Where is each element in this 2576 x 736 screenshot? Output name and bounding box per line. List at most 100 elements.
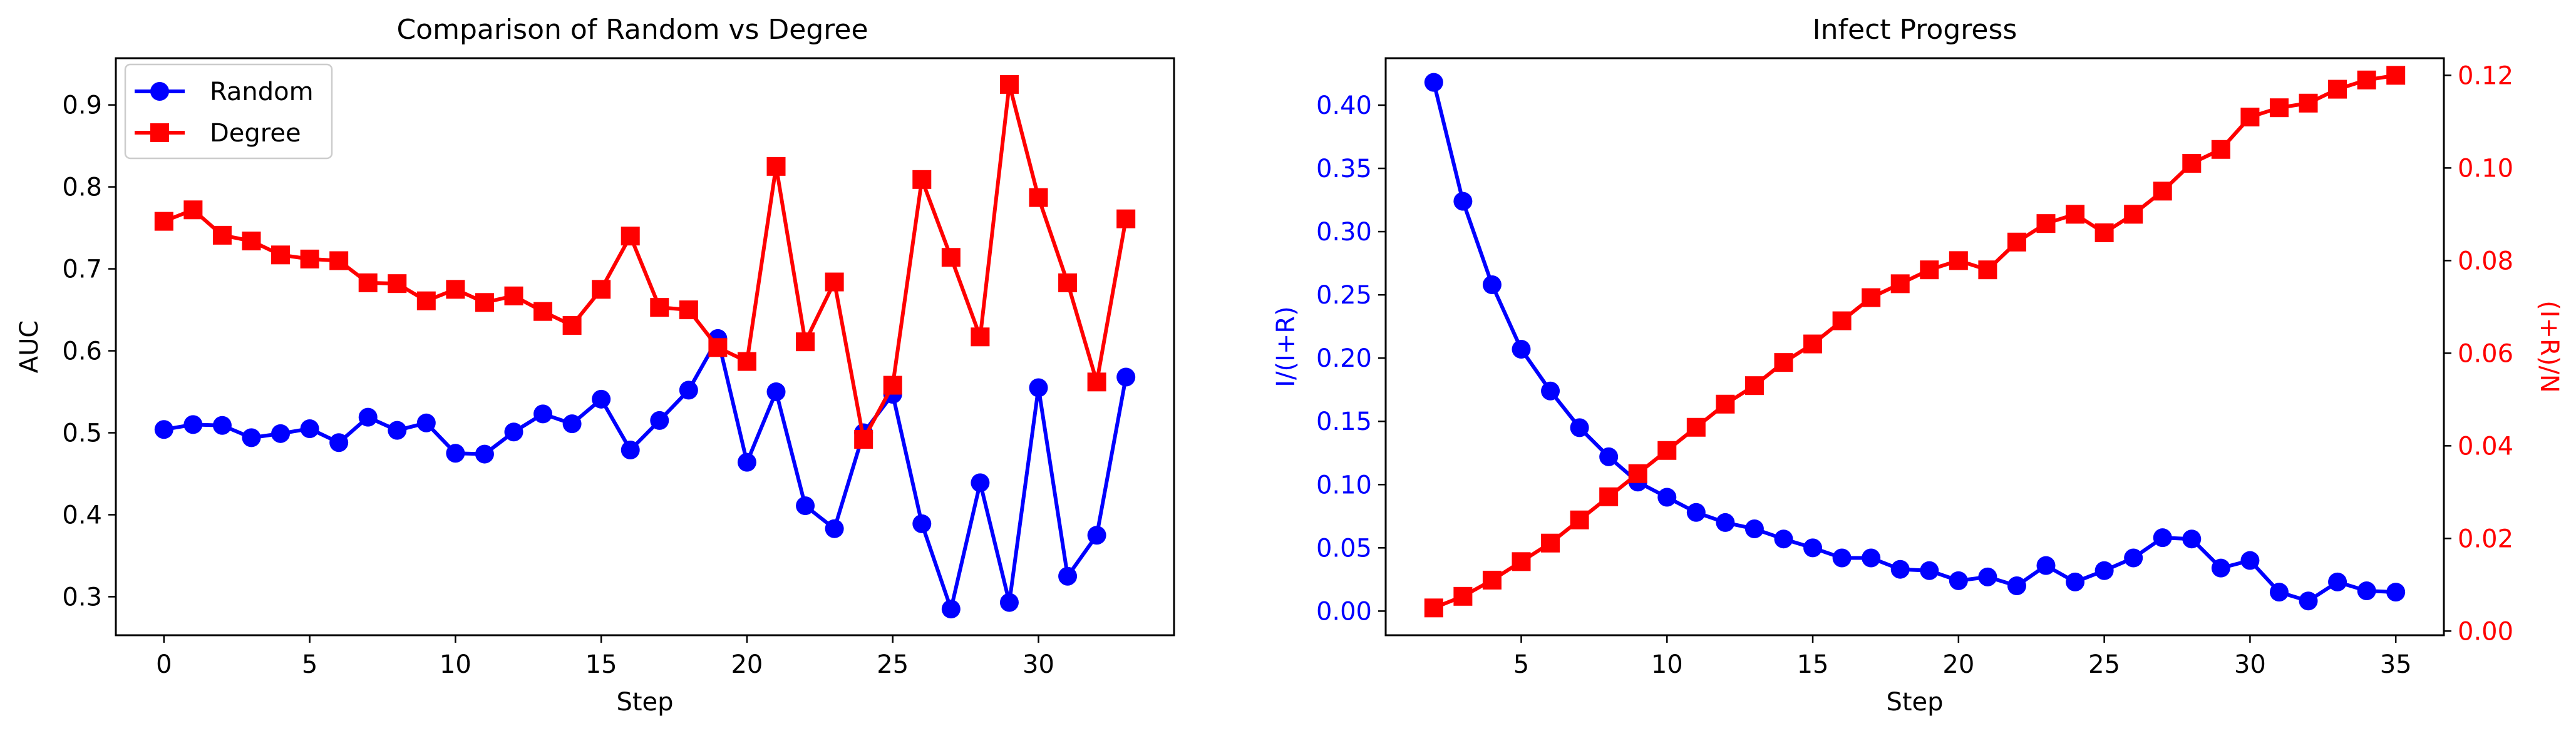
degree-point: [183, 200, 203, 220]
random-point: [679, 381, 698, 400]
infected-ratio-point: [1570, 418, 1589, 437]
y-tick-label: 0.9: [62, 91, 102, 120]
spread-point: [2269, 98, 2289, 118]
y-tick-label: 0.6: [62, 337, 102, 366]
degree-point: [1029, 188, 1048, 207]
y-right-tick-label: 0.00: [2458, 617, 2513, 646]
x-tick-label: 20: [731, 650, 763, 679]
random-point: [737, 452, 756, 472]
random-point: [999, 593, 1019, 612]
degree-point: [825, 272, 844, 292]
x-tick-label: 5: [1513, 650, 1529, 679]
spread-point: [2094, 223, 2114, 242]
infected-ratio-point: [2386, 583, 2406, 602]
legend: Random Degree: [124, 63, 333, 160]
spread-point: [2386, 66, 2406, 85]
infected-ratio-point: [1482, 275, 1502, 294]
infected-ratio-point: [2328, 572, 2347, 591]
y-left-tick-label: 0.20: [1316, 344, 1372, 373]
series-degree: [154, 74, 1136, 449]
y-right-tick-label: 0.10: [2458, 154, 2513, 183]
degree-point: [154, 212, 173, 231]
spread-point: [2357, 70, 2376, 89]
y-left-tick-label: 0.35: [1316, 155, 1372, 183]
infected-ratio-point: [1920, 561, 1939, 580]
infected-ratio-point: [1978, 567, 1997, 586]
x-axis: 0 5 10 15 20 25 30: [156, 635, 1054, 679]
degree-point: [242, 232, 261, 251]
spread-point: [2211, 140, 2230, 159]
random-point: [504, 422, 523, 442]
infected-ratio-point: [1949, 571, 1968, 590]
random-point: [1116, 367, 1136, 387]
spread-point: [2066, 205, 2085, 224]
spread-point: [1920, 260, 1939, 280]
degree-point: [708, 338, 728, 357]
y-left-tick-label: 0.05: [1316, 534, 1372, 563]
x-tick-label: 30: [1023, 650, 1054, 679]
random-point: [766, 382, 786, 402]
x-tick-label: 5: [302, 650, 317, 679]
legend-random-label: Random: [210, 78, 314, 106]
y-tick-label: 0.4: [62, 501, 102, 529]
y-left-tick-label: 0.30: [1316, 218, 1372, 247]
degree-point: [999, 74, 1019, 94]
random-point: [941, 600, 961, 619]
degree-point: [416, 291, 436, 310]
y-left-tick-label: 0.40: [1316, 91, 1372, 120]
random-point: [621, 441, 640, 460]
infected-ratio-point: [2124, 548, 2143, 568]
random-point: [388, 421, 407, 440]
infected-ratio-point: [2182, 529, 2202, 549]
degree-point: [854, 429, 873, 449]
random-point: [533, 404, 553, 424]
spread-point: [1949, 251, 1968, 270]
legend-degree-label: Degree: [210, 119, 301, 148]
spread-point: [1803, 334, 1823, 354]
degree-point: [388, 274, 407, 294]
y-tick-label: 0.5: [62, 419, 102, 448]
y-right-tick-label: 0.06: [2458, 339, 2513, 368]
degree-point: [679, 300, 698, 320]
infected-ratio-point: [2269, 583, 2289, 602]
spread-point: [2240, 107, 2260, 126]
random-point: [446, 444, 465, 463]
infected-ratio-point: [2299, 591, 2318, 611]
y-right-tick-label: 0.12: [2458, 61, 2513, 90]
degree-point: [446, 280, 465, 299]
y-right-tick-label: 0.04: [2458, 432, 2513, 461]
degree-point: [796, 332, 815, 352]
spread-point: [2007, 232, 2026, 252]
y-axis-right-label: (I+R)/N: [2535, 300, 2563, 393]
chart-title: Comparison of Random vs Degree: [396, 14, 868, 46]
spread-point: [1599, 487, 1619, 506]
spread-point: [1453, 586, 1473, 606]
y-left-tick-label: 0.10: [1316, 471, 1372, 499]
degree-point: [883, 376, 902, 395]
spread-point: [2328, 79, 2347, 99]
random-point: [475, 444, 494, 464]
degree-point: [1058, 273, 1078, 292]
random-line: [163, 336, 1128, 611]
degree-point: [533, 302, 553, 321]
spread-line: [1433, 73, 2396, 610]
series-layer: [1424, 66, 2406, 618]
series-layer: [154, 74, 1136, 619]
spread-point: [1832, 311, 1852, 330]
random-point: [825, 519, 844, 538]
degree-point: [212, 225, 232, 245]
x-axis: 5 10 15 20 25 30 35: [1513, 635, 2412, 679]
infected-ratio-point: [1744, 519, 1764, 539]
degree-point: [912, 170, 932, 189]
spread-point: [1774, 353, 1793, 372]
spread-point: [1890, 274, 1910, 294]
legend-random-marker: [150, 82, 169, 101]
chart-title: Infect Progress: [1813, 14, 2017, 46]
degree-point: [650, 298, 669, 317]
random-point: [183, 415, 203, 434]
infected-ratio-line: [1431, 81, 2396, 603]
degree-point: [766, 156, 786, 176]
infect-progress-chart: Infect Progress 0.00 0.05 0.10 0.15 0.20 0.25…: [1272, 14, 2563, 717]
spread-point: [1862, 288, 1881, 307]
